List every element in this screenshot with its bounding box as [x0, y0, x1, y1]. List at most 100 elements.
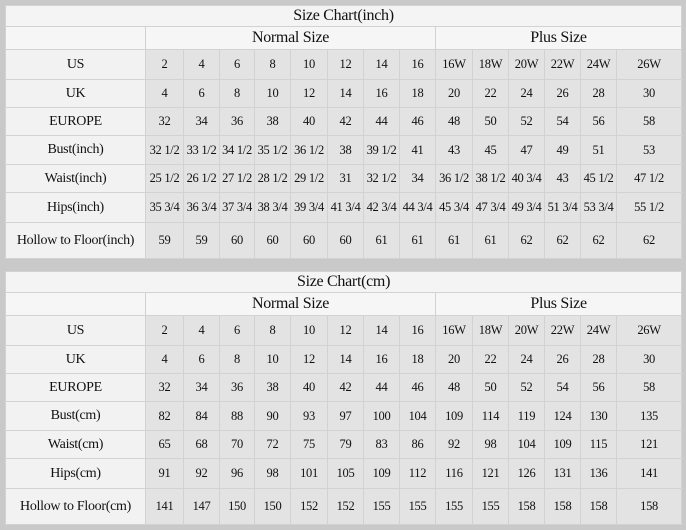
size-cell: 38 1/2	[472, 164, 509, 193]
size-chart-cm: Size Chart(cm) Normal Size Plus Size US 2 4 6 8…	[4, 271, 683, 525]
row-label: UK	[5, 345, 146, 374]
size-cell: 26W	[615, 315, 683, 346]
size-cell: 16W	[435, 315, 473, 346]
size-cell: 10	[254, 79, 291, 108]
row-label: US	[5, 315, 146, 346]
size-cell: 45	[472, 135, 509, 165]
size-cell: 24W	[580, 49, 617, 80]
size-cell: 121	[615, 430, 683, 459]
size-cell: 4	[183, 49, 220, 80]
size-cell: 60	[327, 222, 364, 259]
size-cell: 55 1/2	[615, 192, 683, 223]
size-cell: 14	[363, 315, 400, 346]
size-cell: 147	[183, 488, 220, 525]
size-cell: 52	[508, 107, 545, 136]
size-cell: 158	[544, 488, 581, 525]
size-cell: 65	[145, 430, 184, 459]
size-cell: 8	[254, 49, 291, 80]
size-cell: 40	[290, 107, 328, 136]
size-cell: 10	[254, 345, 291, 374]
row-label: Hollow to Floor(inch)	[5, 222, 146, 259]
size-cell: 26 1/2	[183, 164, 220, 193]
size-cell: 84	[183, 401, 220, 431]
size-cell: 6	[183, 79, 220, 108]
size-cell: 96	[219, 458, 255, 489]
size-cell: 47	[508, 135, 545, 165]
size-cell: 33 1/2	[183, 135, 220, 165]
table-row: EUROPE 32 34 36 38 40 42 44 46 48 50 52 54 56 58	[5, 373, 683, 402]
size-cell: 44	[363, 107, 400, 136]
size-cell: 115	[580, 430, 617, 459]
table-row: EUROPE 32 34 36 38 40 42 44 46 48 50 52 54 56 58	[5, 107, 683, 136]
size-cell: 155	[435, 488, 473, 525]
size-cell: 10	[290, 315, 328, 346]
size-cell: 98	[472, 430, 509, 459]
size-cell: 35 3/4	[145, 192, 184, 223]
group-normal-size: Normal Size	[145, 292, 436, 316]
size-cell: 22W	[544, 49, 581, 80]
size-cell: 53	[615, 135, 683, 165]
row-label: Waist(cm)	[5, 430, 146, 459]
size-cell: 14	[327, 345, 364, 374]
table-row: UK 4 6 8 10 12 14 16 18 20 22 24 26 28 30	[5, 345, 683, 374]
size-cell: 22	[472, 345, 509, 374]
size-cell: 38	[254, 373, 291, 402]
size-cell: 18	[399, 79, 436, 108]
size-cell: 8	[254, 315, 291, 346]
size-cell: 20	[435, 79, 473, 108]
size-cell: 51	[580, 135, 617, 165]
size-cell: 150	[219, 488, 255, 525]
size-cell: 52	[508, 373, 545, 402]
size-cell: 58	[615, 107, 683, 136]
size-cell: 136	[580, 458, 617, 489]
size-cell: 49 3/4	[508, 192, 545, 223]
size-cell: 24	[508, 345, 545, 374]
size-cell: 36 3/4	[183, 192, 220, 223]
size-cell: 112	[399, 458, 436, 489]
size-cell: 131	[544, 458, 581, 489]
size-cell: 29 1/2	[290, 164, 328, 193]
size-cell: 150	[254, 488, 291, 525]
table-row: Waist(cm) 65 68 70 72 75 79 83 86 92 98 104 109 115 12…	[5, 430, 683, 459]
size-cell: 98	[254, 458, 291, 489]
size-cell: 135	[615, 401, 683, 431]
size-cell: 109	[435, 401, 473, 431]
size-cell: 38	[327, 135, 364, 165]
row-label: Hips(cm)	[5, 458, 146, 489]
row-label: EUROPE	[5, 373, 146, 402]
size-cell: 30	[615, 79, 683, 108]
table-row: Waist(inch) 25 1/2 26 1/2 27 1/2 28 1/2 29 1/…	[5, 164, 683, 193]
size-cell: 60	[290, 222, 328, 259]
row-label: Waist(inch)	[5, 164, 146, 193]
size-cell: 8	[219, 345, 255, 374]
size-cell: 43	[435, 135, 473, 165]
size-cell: 50	[472, 373, 509, 402]
size-cell: 28	[580, 79, 617, 108]
size-cell: 121	[472, 458, 509, 489]
size-cell: 16	[399, 49, 436, 80]
table-row: Bust(cm) 82 84 88 90 93 97 100 104 109 114 119 124 13…	[5, 401, 683, 431]
group-plus-size: Plus Size	[434, 292, 683, 316]
size-cell: 47 1/2	[615, 164, 683, 193]
size-cell: 53 3/4	[580, 192, 617, 223]
size-cell: 6	[219, 315, 255, 346]
size-cell: 158	[580, 488, 617, 525]
size-cell: 105	[327, 458, 364, 489]
size-cell: 61	[363, 222, 400, 259]
empty-corner	[5, 292, 146, 316]
size-cell: 34 1/2	[219, 135, 255, 165]
size-cell: 18W	[472, 49, 509, 80]
size-cell: 155	[399, 488, 436, 525]
size-cell: 56	[580, 373, 617, 402]
size-cell: 26	[544, 79, 581, 108]
size-cell: 60	[254, 222, 291, 259]
row-label: Hips(inch)	[5, 192, 146, 223]
size-cell: 12	[290, 345, 328, 374]
size-cell: 48	[435, 107, 473, 136]
size-cell: 49	[544, 135, 581, 165]
size-cell: 36	[219, 373, 255, 402]
size-cell: 16	[363, 345, 400, 374]
size-cell: 104	[508, 430, 545, 459]
size-cell: 20W	[508, 49, 545, 80]
size-cell: 38	[254, 107, 291, 136]
